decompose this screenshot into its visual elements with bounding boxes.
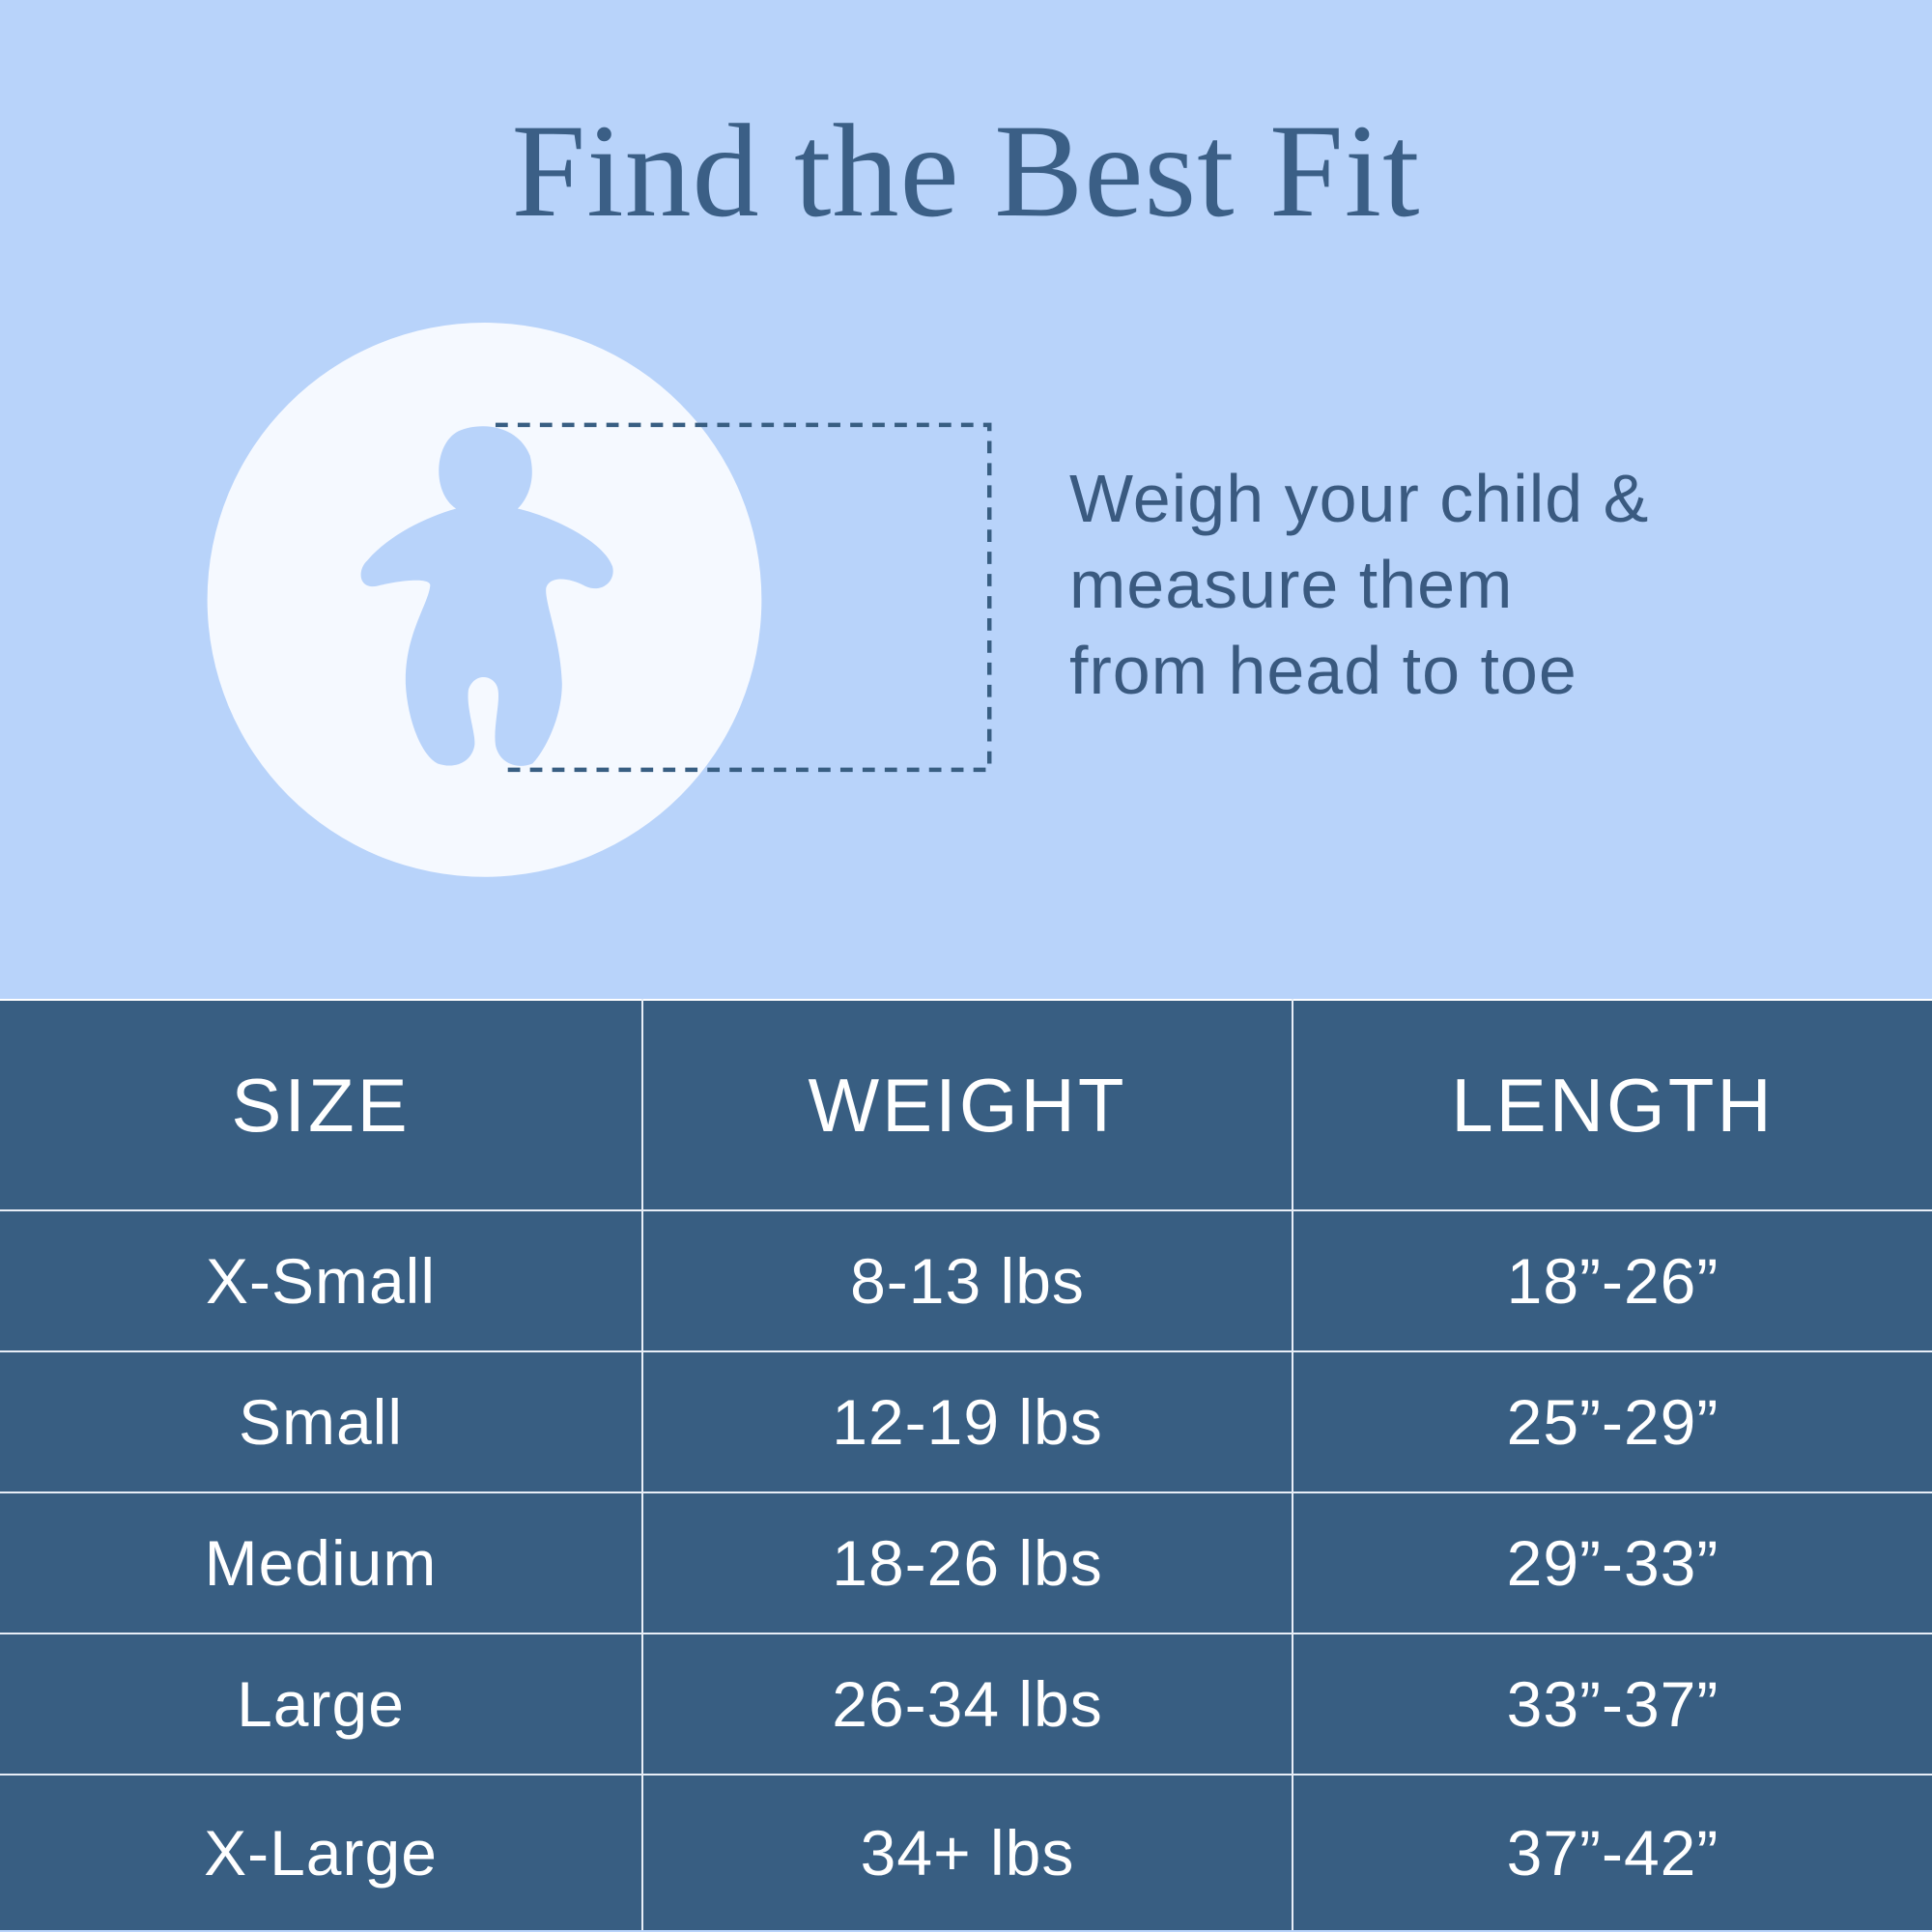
header-weight: WEIGHT — [641, 999, 1293, 1211]
size-cell: X-Large — [0, 1774, 643, 1930]
size-cell: Medium — [0, 1492, 643, 1634]
weight-cell: 12-19 lbs — [641, 1350, 1293, 1493]
page-title: Find the Best Fit — [511, 97, 1421, 244]
size-cell: Large — [0, 1633, 643, 1776]
weight-cell: 18-26 lbs — [641, 1492, 1293, 1634]
length-cell: 29”-33” — [1292, 1492, 1932, 1634]
header-size: SIZE — [0, 999, 643, 1211]
table-row: X-Large 34+ lbs 37”-42” — [0, 1774, 1932, 1930]
weight-cell: 8-13 lbs — [641, 1209, 1293, 1352]
illustration — [207, 323, 992, 877]
size-cell: Small — [0, 1350, 643, 1493]
table-row: Large 26-34 lbs 33”-37” — [0, 1633, 1932, 1776]
table-header-row: SIZE WEIGHT LENGTH — [0, 999, 1932, 1211]
length-cell: 25”-29” — [1292, 1350, 1932, 1493]
length-cell: 33”-37” — [1292, 1633, 1932, 1776]
baby-silhouette-icon — [360, 426, 613, 766]
size-cell: X-Small — [0, 1209, 643, 1352]
length-cell: 37”-42” — [1292, 1774, 1932, 1930]
instructions-text: Weigh your child & measure them from hea… — [1069, 456, 1649, 714]
table-row: X-Small 8-13 lbs 18”-26” — [0, 1209, 1932, 1352]
table-row: Small 12-19 lbs 25”-29” — [0, 1350, 1932, 1493]
instruction-line: measure them — [1069, 547, 1514, 622]
size-chart-table: SIZE WEIGHT LENGTH X-Small 8-13 lbs 18”-… — [0, 999, 1932, 1930]
length-cell: 18”-26” — [1292, 1209, 1932, 1352]
dashed-measurement-frame — [495, 422, 992, 773]
weight-cell: 34+ lbs — [641, 1774, 1293, 1930]
header-length: LENGTH — [1292, 999, 1932, 1211]
instruction-line: from head to toe — [1069, 633, 1577, 708]
weight-cell: 26-34 lbs — [641, 1633, 1293, 1776]
table-row: Medium 18-26 lbs 29”-33” — [0, 1492, 1932, 1634]
instruction-line: Weigh your child & — [1069, 461, 1650, 536]
